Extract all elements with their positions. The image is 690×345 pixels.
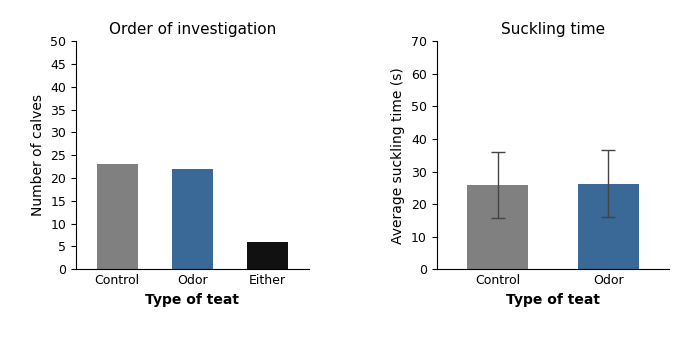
Y-axis label: Average suckling time (s): Average suckling time (s): [391, 67, 405, 244]
X-axis label: Type of teat: Type of teat: [506, 293, 600, 306]
Bar: [97, 164, 138, 269]
Bar: [467, 185, 528, 269]
Bar: [578, 184, 639, 269]
Y-axis label: Number of calves: Number of calves: [30, 94, 45, 216]
Bar: [172, 169, 213, 269]
X-axis label: Type of teat: Type of teat: [146, 293, 239, 306]
Bar: [247, 242, 288, 269]
Title: Order of investigation: Order of investigation: [108, 22, 276, 38]
Title: Suckling time: Suckling time: [501, 22, 605, 38]
